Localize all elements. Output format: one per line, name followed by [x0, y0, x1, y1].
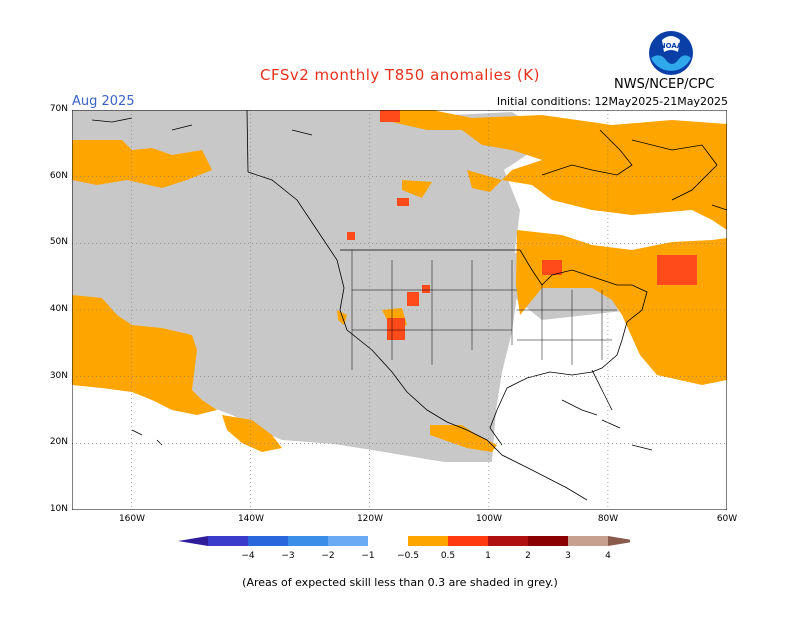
legend-swatch [288, 536, 328, 546]
lat-label-10n: 10N [49, 504, 68, 514]
legend-tick-label: 0.5 [441, 551, 455, 561]
legend-tick-label: −4 [241, 551, 255, 561]
initial-conditions: Initial conditions: 12May2025-21May2025 [496, 95, 728, 108]
lat-label-40n: 40N [49, 304, 68, 314]
lon-label-100w: 100W [475, 514, 503, 524]
legend-tick-labels: −4 −3 −2 −1 −0.5 0.5 1 2 3 4 [241, 551, 611, 561]
legend-swatch [448, 536, 488, 546]
agency-label: NWS/NCEP/CPC [614, 77, 715, 92]
legend-arrow-right [608, 536, 630, 546]
legend-swatch [408, 536, 448, 546]
lon-label-60w: 60W [716, 514, 738, 524]
legend-tick-label: 4 [605, 551, 611, 561]
lon-label-160w: 160W [118, 514, 146, 524]
gridlines [72, 110, 727, 510]
noaa-logo-icon: NOAA [649, 31, 693, 75]
color-legend: −4 −3 −2 −1 −0.5 0.5 1 2 3 4 [178, 536, 630, 561]
anomaly-map [72, 110, 727, 510]
legend-swatch [368, 536, 408, 546]
legend-tick-label: 2 [525, 551, 531, 561]
coastlines [91, 110, 727, 501]
lon-label-80w: 80W [597, 514, 619, 524]
legend-tick-label: 3 [565, 551, 571, 561]
lat-label-50n: 50N [49, 237, 68, 247]
map-title: CFSv2 monthly T850 anomalies (K) [260, 66, 540, 84]
legend-tick-label: −1 [361, 551, 374, 561]
legend-tick-label: −2 [321, 551, 334, 561]
legend-tick-label: −0.5 [397, 551, 419, 561]
lat-label-30n: 30N [49, 371, 68, 381]
legend-swatch [248, 536, 288, 546]
lat-label-20n: 20N [49, 437, 68, 447]
skill-caption: (Areas of expected skill less than 0.3 a… [242, 576, 558, 589]
lon-label-140w: 140W [237, 514, 265, 524]
legend-swatch [208, 536, 248, 546]
legend-arrow-left [178, 536, 208, 546]
forecast-period: Aug 2025 [72, 94, 135, 109]
legend-swatch [328, 536, 368, 546]
legend-tick-label: 1 [485, 551, 491, 561]
legend-swatch [488, 536, 528, 546]
legend-swatches [178, 536, 630, 546]
anomaly-0-5-to-1 [72, 110, 727, 452]
svg-text:NOAA: NOAA [660, 42, 683, 50]
legend-swatch [568, 536, 608, 546]
anomaly-1-to-2 [347, 110, 697, 340]
lon-label-120w: 120W [356, 514, 384, 524]
lat-label-70n: 70N [49, 104, 68, 114]
legend-tick-label: −3 [281, 551, 294, 561]
lat-label-60n: 60N [49, 171, 68, 181]
legend-swatch [528, 536, 568, 546]
